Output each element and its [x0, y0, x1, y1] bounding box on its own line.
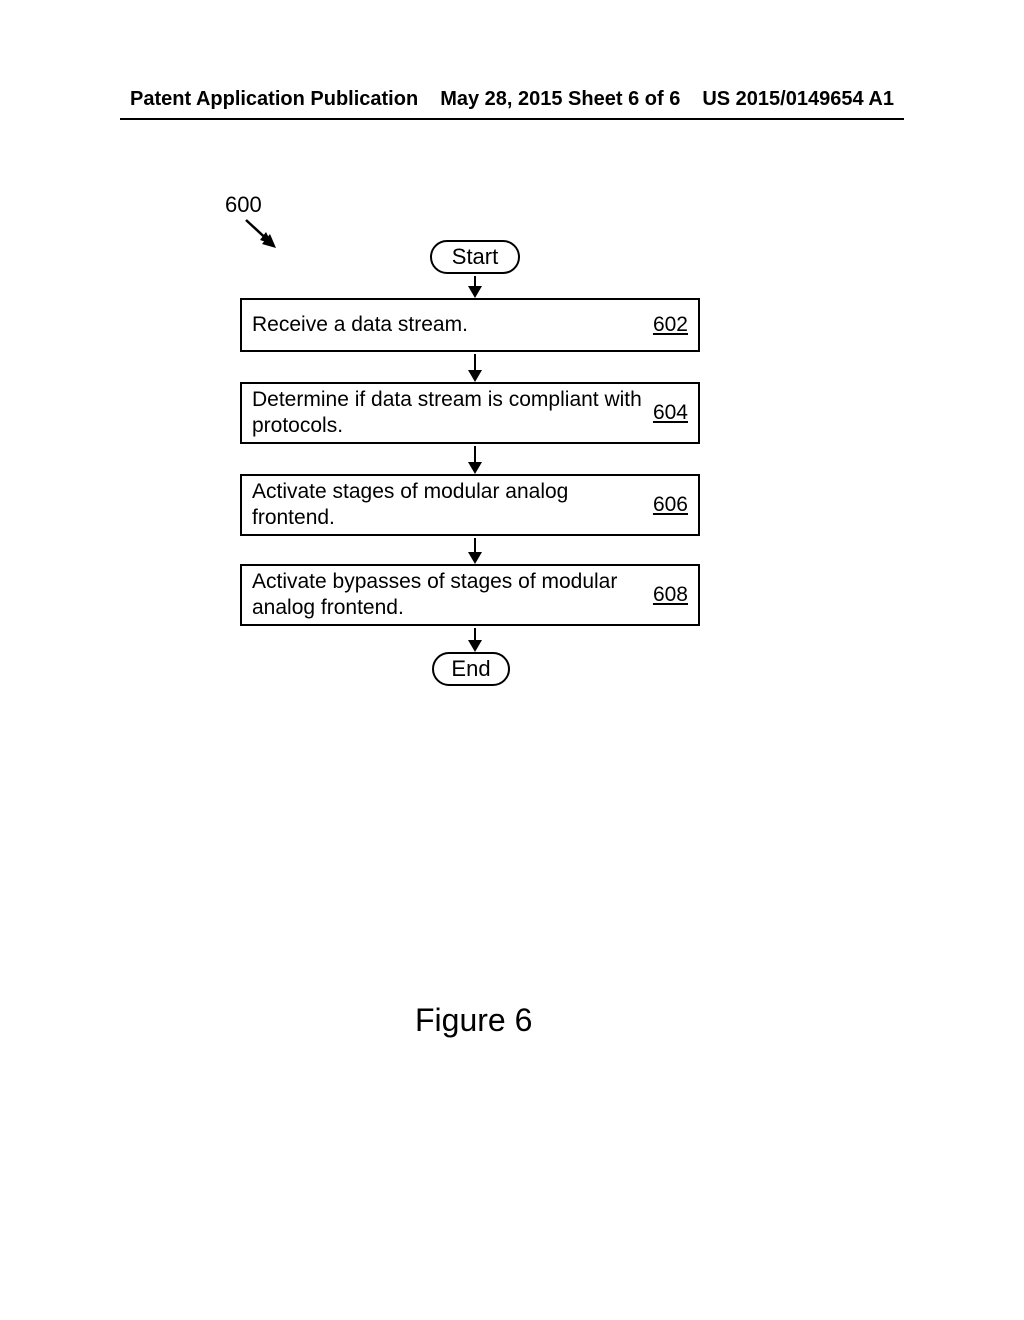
header-center: May 28, 2015 Sheet 6 of 6	[440, 88, 680, 111]
step-604-text: Determine if data stream is compliant wi…	[252, 387, 653, 440]
ref-arrow-icon	[240, 216, 290, 260]
step-604: Determine if data stream is compliant wi…	[240, 382, 700, 444]
header-right: US 2015/0149654 A1	[702, 88, 894, 111]
patent-header: Patent Application Publication May 28, 2…	[130, 88, 894, 111]
terminal-end: End	[432, 652, 510, 686]
terminal-start: Start	[430, 240, 520, 274]
step-608-num: 608	[653, 583, 688, 607]
header-left: Patent Application Publication	[130, 88, 418, 111]
page: Patent Application Publication May 28, 2…	[0, 0, 1024, 1320]
step-602-num: 602	[653, 313, 688, 337]
step-608-text: Activate bypasses of stages of modular a…	[252, 569, 653, 622]
arrowhead-icon	[468, 370, 482, 382]
step-602-text: Receive a data stream.	[252, 312, 653, 338]
step-606-text: Activate stages of modular analog fronte…	[252, 479, 653, 532]
connector-5	[468, 628, 482, 652]
step-606-num: 606	[653, 493, 688, 517]
connector-4	[468, 538, 482, 564]
connector-1	[468, 276, 482, 298]
step-602: Receive a data stream. 602	[240, 298, 700, 352]
terminal-end-label: End	[451, 656, 490, 682]
step-604-num: 604	[653, 401, 688, 425]
terminal-start-label: Start	[452, 244, 498, 270]
arrowhead-icon	[468, 552, 482, 564]
figure-ref-label: 600	[225, 192, 262, 218]
step-606: Activate stages of modular analog fronte…	[240, 474, 700, 536]
step-608: Activate bypasses of stages of modular a…	[240, 564, 700, 626]
arrowhead-icon	[468, 462, 482, 474]
header-rule	[120, 118, 904, 120]
connector-2	[468, 354, 482, 382]
arrowhead-icon	[468, 640, 482, 652]
arrowhead-icon	[468, 286, 482, 298]
connector-3	[468, 446, 482, 474]
figure-caption: Figure 6	[415, 1002, 532, 1039]
